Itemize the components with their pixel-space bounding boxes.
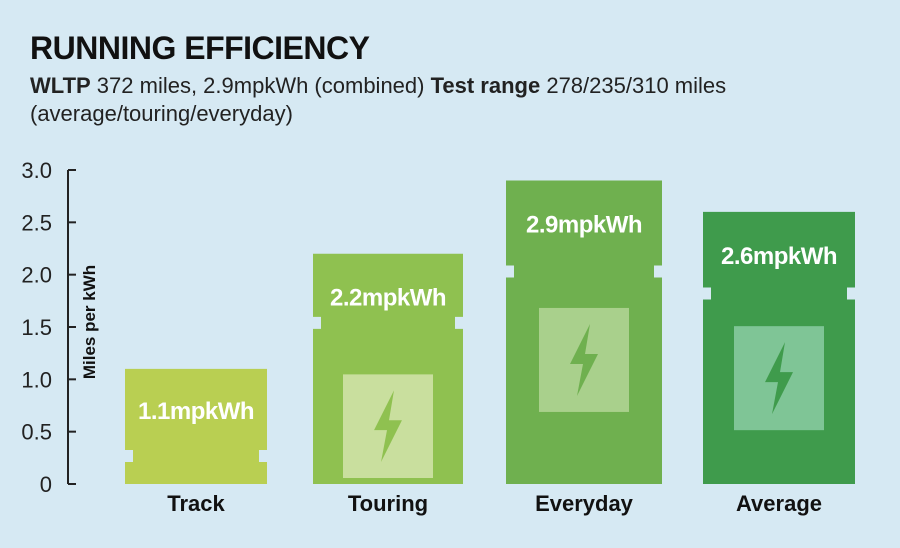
- bar-data-label: 1.1mpkWh: [138, 398, 254, 425]
- chart-title: RUNNING EFFICIENCY: [30, 30, 370, 66]
- wltp-text: 372 miles, 2.9mpkWh (combined): [90, 73, 431, 98]
- y-axis-title: Miles per kWh: [80, 265, 99, 379]
- y-tick-label: 3.0: [21, 158, 52, 183]
- y-tick-label: 0: [40, 472, 52, 497]
- x-category-label: Track: [167, 491, 225, 516]
- test-range-label: Test range: [430, 73, 541, 98]
- x-category-label: Everyday: [535, 491, 634, 516]
- bar: [125, 368, 267, 484]
- lightning-bolt-icon: [765, 342, 793, 415]
- lightning-bolt-icon: [374, 390, 402, 463]
- test-range-text: 278/235/310 miles (average/touring/every…: [30, 73, 727, 126]
- wltp-label: WLTP: [30, 73, 91, 98]
- bar-data-label: 2.6mpkWh: [721, 243, 837, 270]
- y-tick-label: 1.0: [21, 367, 52, 392]
- chart-subtitle: WLTP 372 miles, 2.9mpkWh (combined) Test…: [30, 72, 870, 128]
- y-tick-label: 2.0: [21, 263, 52, 288]
- bar-data-label: 2.9mpkWh: [526, 211, 642, 238]
- x-category-label: Average: [736, 491, 822, 516]
- x-category-label: Touring: [348, 491, 428, 516]
- bar-data-label: 2.2mpkWh: [330, 285, 446, 312]
- y-tick-label: 2.5: [21, 210, 52, 235]
- y-tick-label: 0.5: [21, 420, 52, 445]
- lightning-bolt-icon: [570, 323, 598, 396]
- y-tick-label: 1.5: [21, 315, 52, 340]
